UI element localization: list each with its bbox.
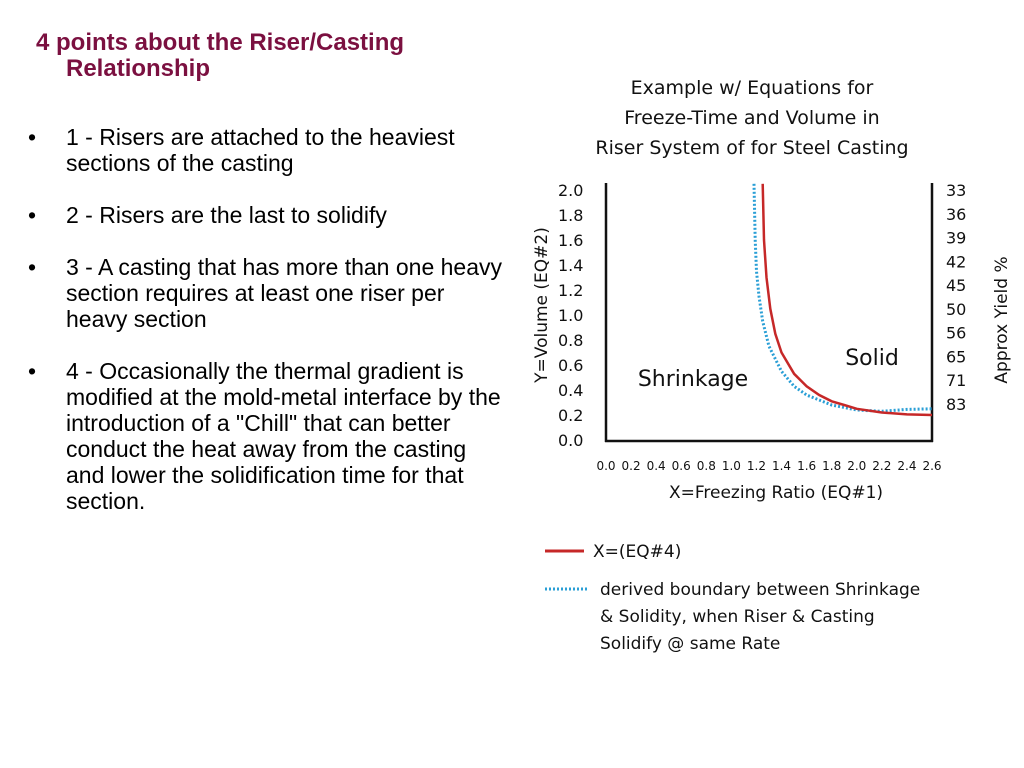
x-tick-label: 1.8	[822, 459, 841, 473]
y-tick-label: 1.4	[558, 256, 583, 275]
bullet-item: • 4 - Occasionally the thermal gradient i…	[26, 358, 506, 514]
x-axis-label: X=Freezing Ratio (EQ#1)	[669, 483, 883, 503]
y-tick-label: 0.8	[558, 331, 583, 350]
y-tick-label: 0.0	[558, 431, 583, 450]
y-tick-label: 0.4	[558, 381, 583, 400]
slide-title-line1: 4 points about the Riser/Casting	[36, 29, 405, 56]
y-tick-label: 1.0	[558, 306, 583, 325]
y-axis-label: Y=Volume (EQ#2)	[532, 227, 552, 384]
y2-axis-label: Approx Yield %	[992, 256, 1012, 383]
y-tick-label: 0.2	[558, 406, 583, 425]
y2-tick-label: 42	[946, 252, 966, 271]
y2-tick-label: 50	[946, 300, 966, 319]
legend-label-eq4: X=(EQ#4)	[593, 542, 681, 562]
y2-tick-label: 56	[946, 324, 966, 343]
x-tick-label: 1.4	[772, 459, 791, 473]
y-tick-label: 1.8	[558, 206, 583, 225]
slide-title-line2: Relationship	[66, 55, 211, 82]
y-tick-label: 1.6	[558, 231, 583, 250]
chart-title-line: Freeze-Time and Volume in	[624, 107, 879, 129]
y2-tick-label: 71	[946, 371, 966, 390]
x-tick-label: 0.4	[647, 459, 666, 473]
x-tick-label: 2.0	[847, 459, 866, 473]
bullet-dot: •	[28, 358, 37, 384]
x-tick-label: 2.4	[897, 459, 916, 473]
y-tick-label: 0.6	[558, 356, 583, 375]
boundary-curve-dotted	[752, 183, 933, 413]
eq4-curve-red	[761, 183, 933, 417]
x-tick-label: 1.2	[747, 459, 766, 473]
legend-label-boundary-line: Solidify @ same Rate	[600, 634, 780, 654]
y2-tick-label: 45	[946, 276, 966, 295]
x-tick-label: 1.0	[722, 459, 741, 473]
legend-label-boundary-line: derived boundary between Shrinkage	[600, 580, 920, 600]
bullet-item: • 3 - A casting that has more than one he…	[26, 254, 506, 332]
x-tick-label: 0.0	[596, 459, 615, 473]
x-tick-label: 1.6	[797, 459, 816, 473]
bullet-text: 4 - Occasionally the thermal gradient is…	[66, 358, 501, 514]
bullet-dot: •	[28, 202, 37, 228]
x-tick-label: 2.2	[872, 459, 891, 473]
bullet-list: • 1 - Risers are attached to the heaviest…	[26, 124, 506, 540]
y2-tick-label: 39	[946, 229, 966, 248]
bullet-item: • 2 - Risers are the last to solidify	[26, 202, 506, 228]
bullet-text: 2 - Risers are the last to solidify	[66, 202, 387, 228]
bullet-dot: •	[28, 124, 37, 150]
legend-label-boundary-line: & Solidity, when Riser & Casting	[600, 607, 875, 627]
chart-title-line: Riser System of for Steel Casting	[595, 137, 908, 159]
bullet-text: 1 - Risers are attached to the heaviest …	[66, 124, 455, 176]
bullet-text: 3 - A casting that has more than one hea…	[66, 254, 503, 332]
y2-tick-label: 83	[946, 395, 966, 414]
chart-title-line: Example w/ Equations for	[631, 77, 874, 99]
y-tick-label: 2.0	[558, 181, 583, 200]
bullet-item: • 1 - Risers are attached to the heaviest…	[26, 124, 506, 176]
solid-region-label: Solid	[845, 346, 899, 371]
slide-title: 4 points about the Riser/Casting Relatio…	[36, 30, 496, 82]
y2-tick-label: 65	[946, 347, 966, 366]
shrinkage-region-label: Shrinkage	[638, 367, 748, 392]
x-tick-label: 0.8	[697, 459, 716, 473]
x-tick-label: 2.6	[922, 459, 941, 473]
x-tick-label: 0.6	[672, 459, 691, 473]
y2-tick-label: 33	[946, 181, 966, 200]
y-tick-label: 1.2	[558, 281, 583, 300]
bullet-dot: •	[28, 254, 37, 280]
x-tick-label: 0.2	[622, 459, 641, 473]
y2-tick-label: 36	[946, 205, 966, 224]
